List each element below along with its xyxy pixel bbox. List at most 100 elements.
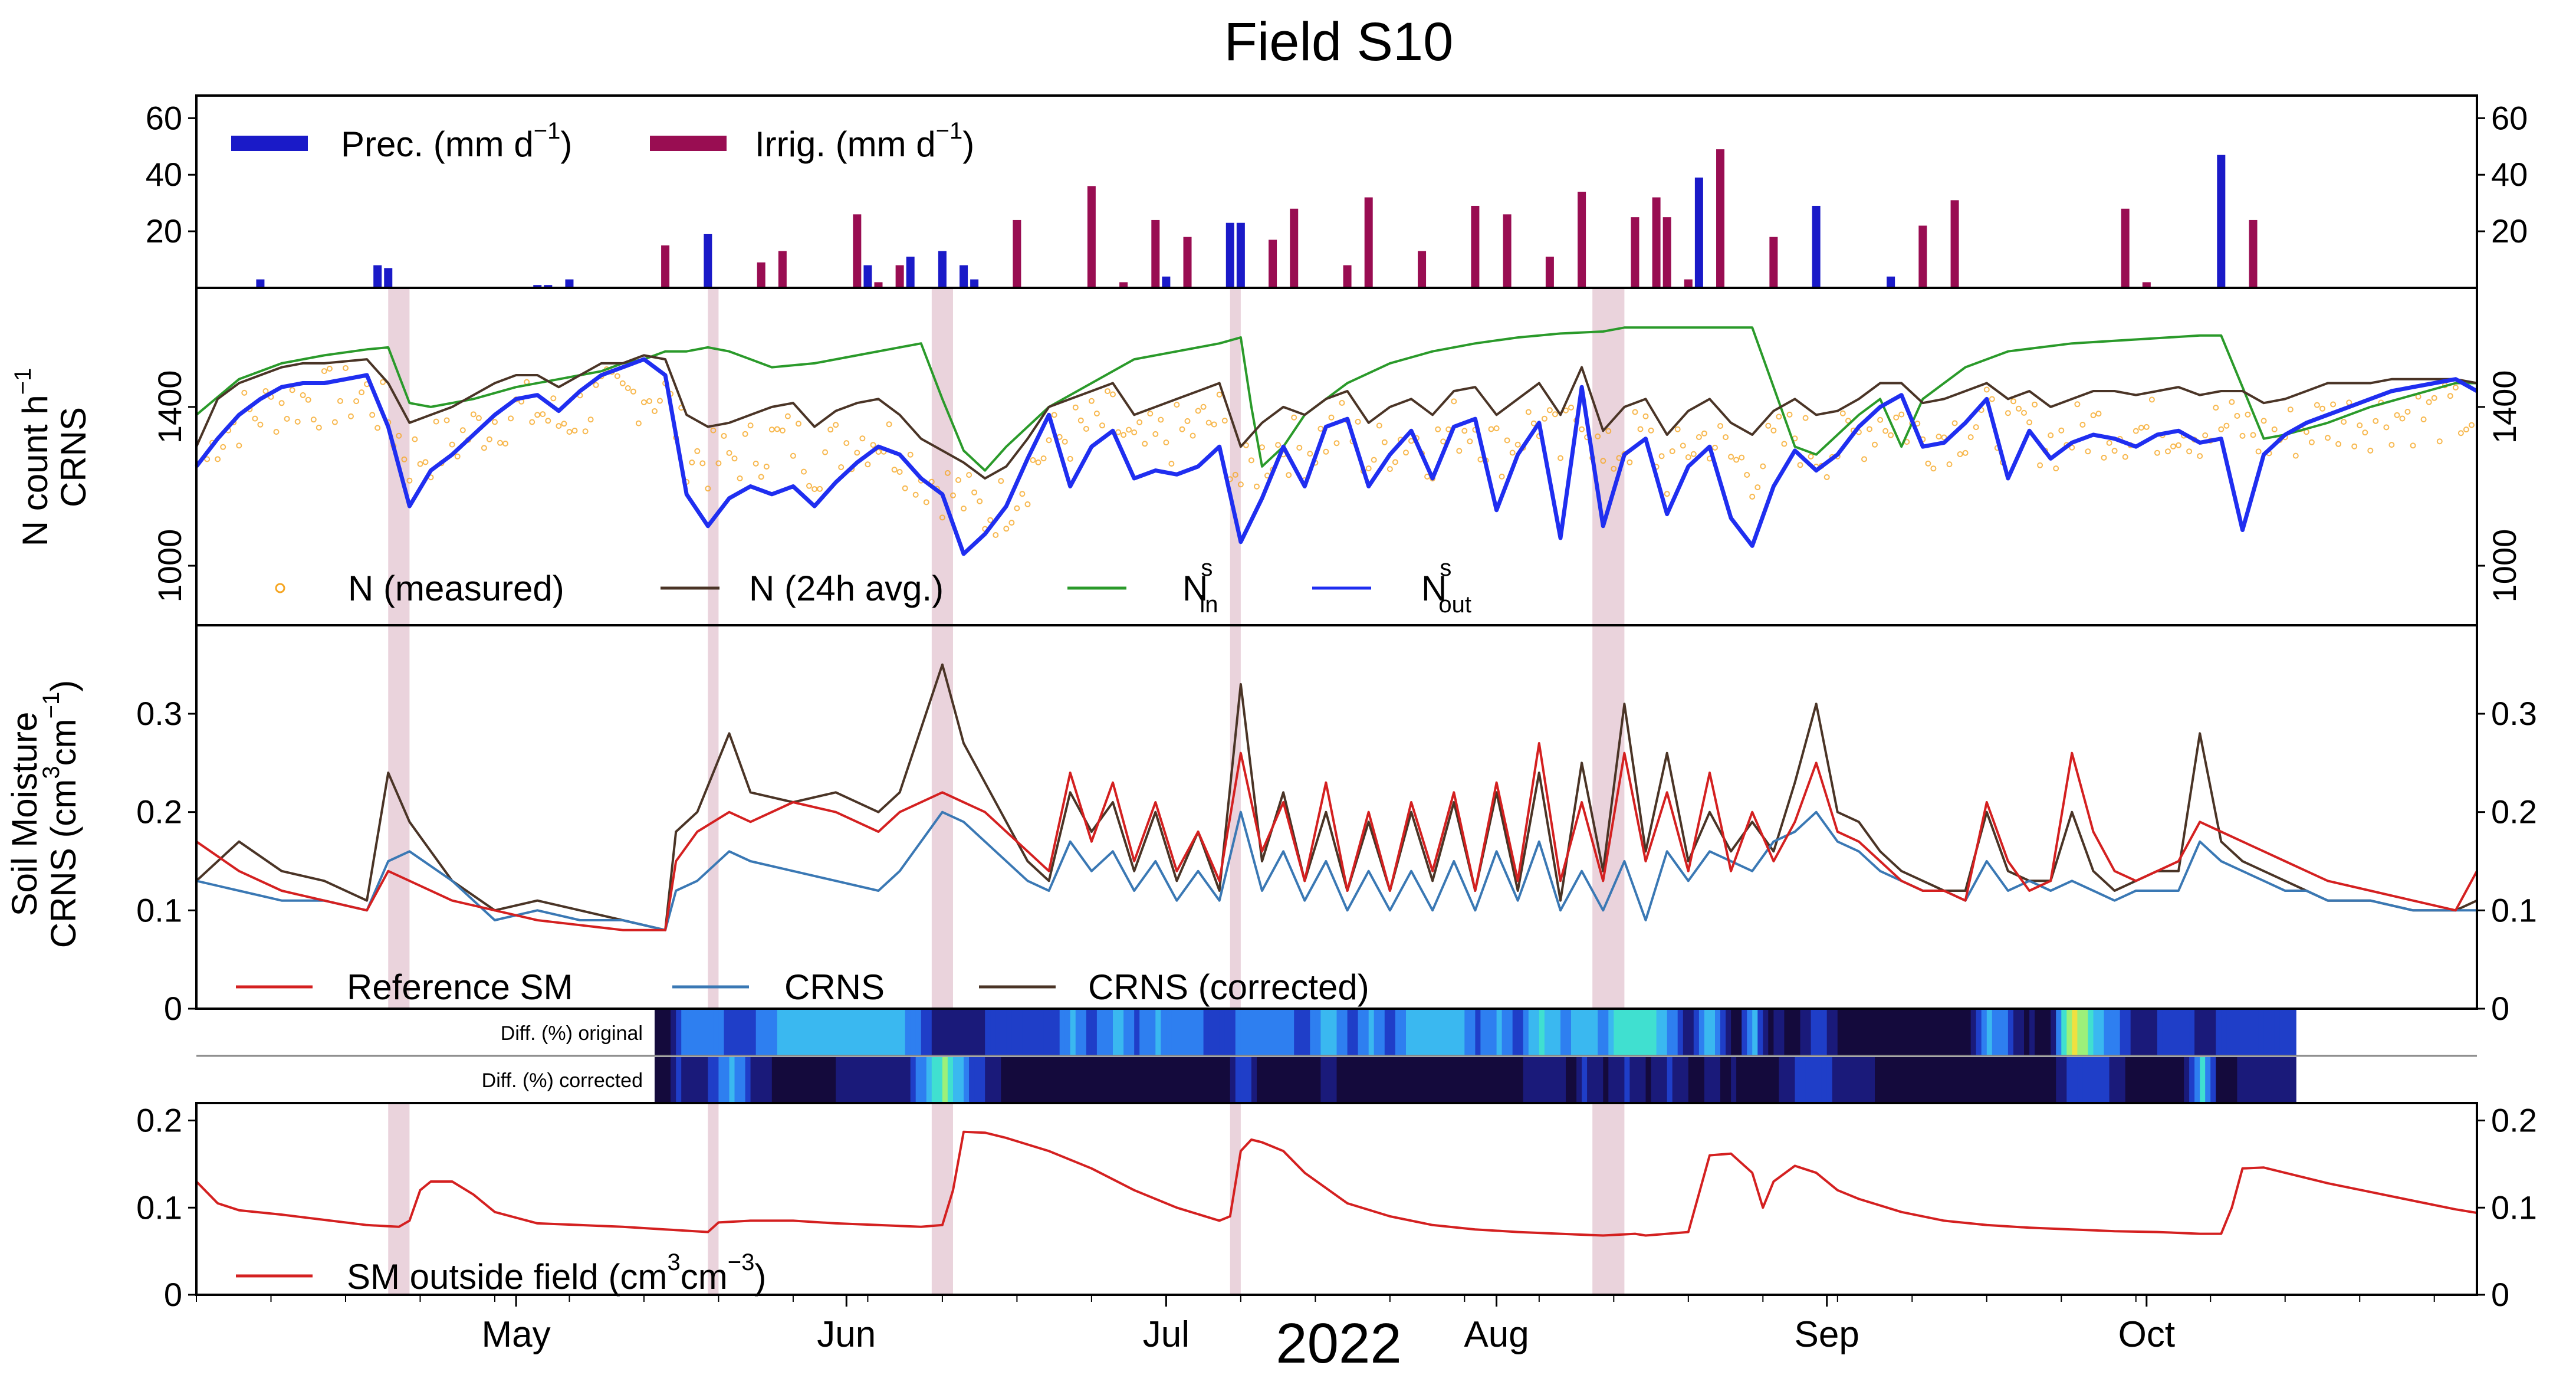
- heatmap-cell: [926, 1010, 932, 1056]
- heatmap-cell: [1166, 1057, 1172, 1103]
- heatmap-cell: [1821, 1057, 1828, 1103]
- bar-irrig-12: [1290, 208, 1299, 288]
- n-measured-point: [1467, 438, 1473, 445]
- heatmap-cell: [1826, 1010, 1833, 1056]
- heatmap-cell: [1832, 1057, 1838, 1103]
- heatmap-cell: [2285, 1057, 2291, 1103]
- heatmap-cell: [1374, 1057, 1380, 1103]
- heatmap-cell: [883, 1010, 890, 1056]
- n-measured-point: [300, 392, 306, 398]
- heatmap-cell: [1933, 1057, 1940, 1103]
- sm-ticklabel-right: 0.2: [2491, 793, 2537, 831]
- n-measured-point: [1003, 526, 1010, 532]
- heatmap-cell: [1027, 1010, 1034, 1056]
- heatmap-cell: [1747, 1057, 1753, 1103]
- heatmap-cell: [1448, 1010, 1455, 1056]
- heatmap-cell: [660, 1057, 666, 1103]
- n-measured-point: [614, 373, 620, 379]
- n-measured-point: [710, 427, 717, 434]
- n-measured-point: [1558, 455, 1563, 461]
- heatmap-cell: [947, 1057, 954, 1103]
- legend-label-n-in: Ns in: [1182, 555, 1218, 618]
- heatmap-cell: [2184, 1057, 2190, 1103]
- bar-irrig-9: [1151, 219, 1160, 288]
- n-measured-point: [305, 396, 311, 403]
- heatmap-cell: [2221, 1057, 2227, 1103]
- bar-irrig-4: [874, 282, 883, 288]
- n-measured-point: [998, 478, 1004, 484]
- bar-irrig-17: [1503, 214, 1512, 288]
- n-measured-point: [273, 429, 280, 435]
- heatmap-cell: [1555, 1057, 1561, 1103]
- heatmap-cell: [692, 1057, 698, 1103]
- n-measured-point: [241, 389, 248, 396]
- n-measured-point: [2148, 396, 2155, 403]
- heatmap-cell: [2157, 1010, 2163, 1056]
- heatmap-cell: [734, 1010, 741, 1056]
- heatmap-cell: [740, 1010, 746, 1056]
- heatmap-cell: [964, 1010, 970, 1056]
- heatmap-cell: [734, 1057, 741, 1103]
- heatmap-cell: [1384, 1057, 1391, 1103]
- n-measured-point: [1131, 429, 1138, 435]
- heatmap-cell: [1438, 1010, 1444, 1056]
- panel-frame-sm-outside: [195, 1102, 2478, 1296]
- heatmap-cell: [889, 1057, 895, 1103]
- heatmap-cell: [1326, 1010, 1332, 1056]
- heatmap-cell: [1938, 1057, 1945, 1103]
- heatmap-cell: [1533, 1057, 1540, 1103]
- n-measured-point: [529, 419, 535, 425]
- heatmap-cell: [899, 1010, 906, 1056]
- n-measured-point: [1504, 437, 1510, 444]
- n-measured-point: [587, 416, 594, 423]
- sm-ticklabel-right: 0: [2491, 990, 2509, 1027]
- n-measured-point: [1664, 491, 1670, 497]
- heatmap-cell: [1155, 1057, 1162, 1103]
- heatmap-cell: [1145, 1010, 1151, 1056]
- heatmap-cell: [1022, 1010, 1029, 1056]
- n-measured-point: [1600, 458, 1606, 464]
- heatmap-cell: [1619, 1010, 1625, 1056]
- n-measured-point: [1376, 422, 1382, 429]
- n-measured-point: [2197, 453, 2203, 460]
- n-measured-point: [1115, 429, 1122, 435]
- ylabel-sm-line1: Soil Moisture: [5, 712, 44, 917]
- heatmap-cell: [1342, 1010, 1348, 1056]
- heatmap-cell: [660, 1010, 666, 1056]
- heatmap-cell: [980, 1057, 986, 1103]
- bar-irrig-8: [1119, 282, 1128, 288]
- n-measured-point: [1291, 414, 1297, 421]
- n-measured-point: [886, 421, 892, 428]
- heatmap-cell: [1038, 1057, 1044, 1103]
- n-measured-point: [2111, 448, 2118, 454]
- n-measured-point: [374, 425, 381, 431]
- heatmap-cell: [841, 1057, 847, 1103]
- heatmap-cell: [1736, 1010, 1743, 1056]
- n-measured-point: [1797, 462, 1803, 468]
- n-measured-point: [1296, 445, 1303, 451]
- n-measured-point: [331, 419, 338, 425]
- heatmap-cell: [2221, 1010, 2227, 1056]
- n-measured-point: [1760, 463, 1766, 470]
- heatmap-cell: [2216, 1057, 2222, 1103]
- out-ticklabel-right: 0.2: [2491, 1102, 2537, 1139]
- neutron-ticklabel-right: 1000: [2486, 529, 2523, 603]
- heatmap-cell: [1944, 1010, 1950, 1056]
- heatmap-cell: [1320, 1057, 1327, 1103]
- n-measured-point: [1845, 418, 1851, 424]
- heatmap-cell: [1219, 1010, 1225, 1056]
- heatmap-cell: [1603, 1057, 1609, 1103]
- legend-label-crns-corrected: CRNS (corrected): [1088, 967, 1369, 1007]
- n-measured-point: [1152, 431, 1159, 437]
- heatmap-cell: [1880, 1057, 1887, 1103]
- bar-irrig-3: [853, 214, 862, 288]
- heatmap-cell: [671, 1010, 677, 1056]
- n-measured-point: [1307, 451, 1313, 457]
- heatmap-cell: [708, 1057, 714, 1103]
- n-measured-point: [1642, 413, 1649, 419]
- heatmap-cell: [1294, 1057, 1300, 1103]
- n-measured-point: [2260, 418, 2267, 424]
- legend-precip: Prec. (mm d−1) Irrig. (mm d−1): [231, 118, 974, 164]
- heatmap-cell: [1459, 1010, 1466, 1056]
